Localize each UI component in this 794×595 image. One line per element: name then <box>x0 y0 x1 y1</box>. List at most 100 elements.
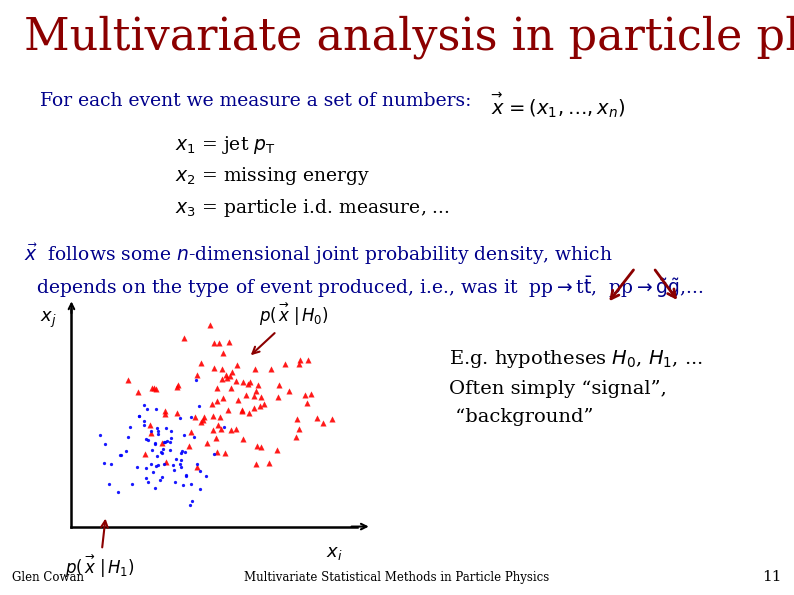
Point <box>140 434 152 444</box>
Point <box>291 414 303 424</box>
Point <box>183 441 195 450</box>
Point <box>210 433 222 442</box>
Point <box>250 441 263 451</box>
Point <box>158 437 171 447</box>
Point <box>183 500 196 510</box>
Point <box>150 461 163 471</box>
Point <box>292 359 305 368</box>
Point <box>195 417 207 427</box>
Point <box>198 412 210 422</box>
Point <box>186 496 198 505</box>
Point <box>159 409 172 419</box>
Point <box>164 433 177 443</box>
Point <box>168 477 181 487</box>
Point <box>191 459 203 469</box>
Text: $x_1$ = jet $p_{\rm T}$: $x_1$ = jet $p_{\rm T}$ <box>175 134 276 156</box>
Point <box>211 447 224 456</box>
Point <box>174 448 187 458</box>
Point <box>148 384 160 393</box>
Point <box>157 459 170 468</box>
Point <box>98 439 111 449</box>
Point <box>255 392 268 402</box>
Point <box>173 414 186 423</box>
Point <box>217 393 229 403</box>
Point <box>190 375 202 385</box>
Point <box>133 411 146 421</box>
Point <box>232 396 245 405</box>
Point <box>131 462 144 472</box>
Point <box>160 457 172 466</box>
Point <box>316 418 329 428</box>
Point <box>217 348 229 358</box>
Point <box>252 380 264 389</box>
Point <box>150 451 163 461</box>
Point <box>218 448 231 458</box>
Point <box>189 412 202 422</box>
Point <box>236 406 249 415</box>
Point <box>249 364 261 373</box>
Point <box>156 448 169 458</box>
Point <box>94 430 106 440</box>
Point <box>156 472 168 482</box>
Point <box>105 459 118 468</box>
Point <box>191 462 203 472</box>
Point <box>301 356 314 365</box>
Point <box>230 361 243 370</box>
Point <box>171 383 183 392</box>
Point <box>177 481 190 490</box>
Text: $\overset{\to}{x} = (x_1,\ldots,x_n)$: $\overset{\to}{x} = (x_1,\ldots,x_n)$ <box>488 90 626 120</box>
Point <box>248 391 260 400</box>
Point <box>124 422 137 431</box>
Point <box>294 355 306 365</box>
Point <box>168 465 180 475</box>
Text: Glen Cowan: Glen Cowan <box>12 571 84 584</box>
Point <box>146 445 159 455</box>
Text: $p(\overset{\to}{x}\,|\,H_0)$: $p(\overset{\to}{x}\,|\,H_0)$ <box>252 301 330 353</box>
Point <box>150 423 163 433</box>
Point <box>195 358 207 367</box>
Point <box>254 401 267 411</box>
Point <box>304 389 317 399</box>
Text: $p(\overset{\to}{x}\,|\,H_1)$: $p(\overset{\to}{x}\,|\,H_1)$ <box>65 521 135 580</box>
Point <box>290 433 303 442</box>
Point <box>240 390 252 399</box>
Point <box>222 337 235 347</box>
Point <box>199 472 212 481</box>
Point <box>121 375 134 384</box>
Point <box>235 406 248 415</box>
Point <box>224 372 237 381</box>
Point <box>145 383 158 393</box>
Point <box>180 470 193 480</box>
Point <box>150 384 163 394</box>
Point <box>160 423 172 433</box>
Point <box>177 334 190 343</box>
Point <box>148 439 161 449</box>
Point <box>243 408 256 418</box>
Point <box>148 483 161 493</box>
Text: Multivariate analysis in particle physics: Multivariate analysis in particle physic… <box>24 15 794 58</box>
Point <box>226 367 239 377</box>
Point <box>237 434 249 444</box>
Point <box>102 479 115 488</box>
Point <box>140 463 152 472</box>
Point <box>311 414 324 423</box>
Point <box>114 450 126 460</box>
Point <box>203 320 216 330</box>
Point <box>193 402 206 411</box>
Point <box>154 475 167 484</box>
Point <box>152 429 164 439</box>
Point <box>220 373 233 383</box>
Point <box>112 487 125 497</box>
Point <box>148 439 161 448</box>
Point <box>210 396 223 405</box>
Point <box>160 437 173 446</box>
Point <box>156 444 169 454</box>
Text: E.g. hypotheses $H_0$, $H_1$, ...
Often simply “signal”,
 “background”: E.g. hypotheses $H_0$, $H_1$, ... Often … <box>449 348 703 425</box>
Point <box>185 412 198 422</box>
Point <box>194 466 206 476</box>
Point <box>271 445 283 455</box>
Text: $\vec{x}$  follows some $n$-dimensional joint probability density, which: $\vec{x}$ follows some $n$-dimensional j… <box>24 242 613 267</box>
Point <box>138 420 151 430</box>
Point <box>125 480 138 489</box>
Text: 11: 11 <box>762 570 782 584</box>
